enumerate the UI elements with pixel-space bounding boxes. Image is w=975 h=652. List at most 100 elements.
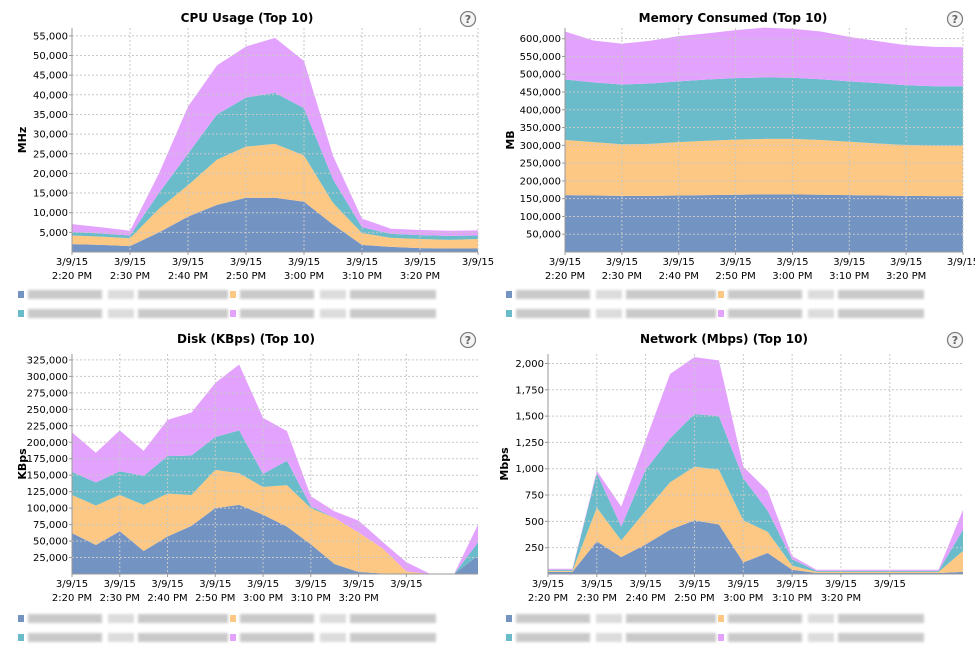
help-question-icon[interactable]: ? [459,10,477,28]
area-series-1[interactable] [548,520,963,574]
y-tick-label: 2,000 [515,359,544,370]
x-tick-date: 3/9/15 [390,579,422,590]
x-tick-time: 2:30 PM [100,593,140,604]
legend-row [18,632,438,642]
legend-row [18,308,438,318]
legend-label-redacted [728,633,802,642]
help-question-icon[interactable]: ? [946,331,964,349]
x-tick-date: 3/9/15 [114,257,146,268]
legend-label-redacted [838,614,924,623]
legend-swatch-series3 [18,634,24,641]
legend-entry-series1[interactable] [18,289,228,299]
legend-entry-series4[interactable] [718,632,926,642]
area-series-4[interactable] [565,27,963,87]
legend-entry-series1[interactable] [506,289,716,299]
x-tick-date: 3/9/15 [230,257,262,268]
x-tick-date: 3/9/15 [890,257,922,268]
legend-label-redacted [626,633,716,642]
disk-kbps-chart: Disk (KBps) (Top 10) ? 25,000 50,000 75,000 1… [16,331,478,604]
y-axis-label: MB [504,130,517,149]
legend-entry-series1[interactable] [18,613,228,623]
x-tick-date: 3/9/15 [199,579,231,590]
y-tick-label: 600,000 [520,34,561,45]
legend-label-redacted [240,290,314,299]
legend-swatch-series2 [718,291,724,298]
legend-entry-series2[interactable] [718,289,926,299]
y-tick-label: 150,000 [27,471,68,482]
help-question-icon[interactable]: ? [946,10,964,28]
legend-entry-series4[interactable] [718,308,926,318]
y-tick-label: 15,000 [33,189,68,200]
legend-label-redacted [626,309,716,318]
disk-kbps-panel: Disk (KBps) (Top 10)? 25,000 50,000 75,000 1… [0,326,488,652]
x-tick-time: 2:50 PM [195,593,235,604]
legend-label-redacted [728,309,802,318]
area-series-3[interactable] [72,430,478,574]
legend-entry-series3[interactable] [18,632,228,642]
legend-entry-series4[interactable] [230,632,438,642]
legend-entry-series2[interactable] [230,289,438,299]
y-axis-label: KBps [16,448,29,480]
legend-label-redacted [108,614,134,623]
area-series-3[interactable] [72,92,478,240]
legend-label-redacted [28,614,102,623]
area-series-1[interactable] [72,197,478,252]
legend-swatch-series2 [230,291,236,298]
legend-label-redacted [516,633,590,642]
area-series-2[interactable] [72,469,478,574]
x-tick-date: 3/9/15 [404,257,436,268]
legend-label-redacted [596,309,622,318]
area-series-1[interactable] [72,504,478,574]
x-tick-time: 2:20 PM [545,271,585,282]
y-tick-label: 750 [525,491,544,502]
memory-consumed-legend [506,289,926,319]
area-series-4[interactable] [72,37,478,236]
cpu-usage-legend [18,289,438,319]
y-tick-label: 100,000 [520,212,561,223]
legend-label-redacted [138,309,228,318]
legend-label-redacted [320,614,346,623]
legend-row [506,632,926,642]
x-tick-date: 3/9/15 [56,257,88,268]
legend-entry-series2[interactable] [718,613,926,623]
svg-text:?: ? [465,334,471,347]
x-tick-date: 3/9/15 [630,579,662,590]
x-tick-time: 2:20 PM [52,593,92,604]
x-tick-time: 2:40 PM [168,271,208,282]
help-question-icon[interactable]: ? [459,331,477,349]
y-tick-label: 500 [525,517,544,528]
legend-label-redacted [28,290,102,299]
legend-entry-series2[interactable] [230,613,438,623]
legend-entry-series3[interactable] [506,308,716,318]
x-tick-time: 3:10 PM [291,593,331,604]
y-tick-label: 350,000 [520,123,561,134]
chart-title: Memory Consumed (Top 10) [639,11,828,25]
legend-swatch-series2 [230,615,236,622]
y-tick-label: 1,250 [515,438,544,449]
area-series-2[interactable] [72,143,478,249]
legend-swatch-series3 [506,310,512,317]
svg-text:?: ? [465,13,471,26]
legend-swatch-series4 [230,634,236,641]
legend-label-redacted [28,633,102,642]
legend-label-redacted [108,633,134,642]
x-tick-time: 3:20 PM [338,593,378,604]
legend-entry-series3[interactable] [18,308,228,318]
legend-label-redacted [808,290,834,299]
area-series-2[interactable] [548,466,963,573]
x-tick-time: 2:40 PM [659,271,699,282]
x-tick-date: 3/9/15 [606,257,638,268]
legend-entry-series3[interactable] [506,632,716,642]
area-series-2[interactable] [565,138,963,197]
legend-entry-series1[interactable] [506,613,716,623]
legend-entry-series4[interactable] [230,308,438,318]
x-tick-time: 3:00 PM [284,271,324,282]
x-tick-time: 3:00 PM [772,271,812,282]
area-series-3[interactable] [565,77,963,146]
y-tick-label: 400,000 [520,105,561,116]
area-series-1[interactable] [565,194,963,252]
legend-label-redacted [138,633,228,642]
y-tick-label: 250,000 [27,405,68,416]
legend-label-redacted [838,633,924,642]
y-tick-label: 25,000 [33,553,68,564]
